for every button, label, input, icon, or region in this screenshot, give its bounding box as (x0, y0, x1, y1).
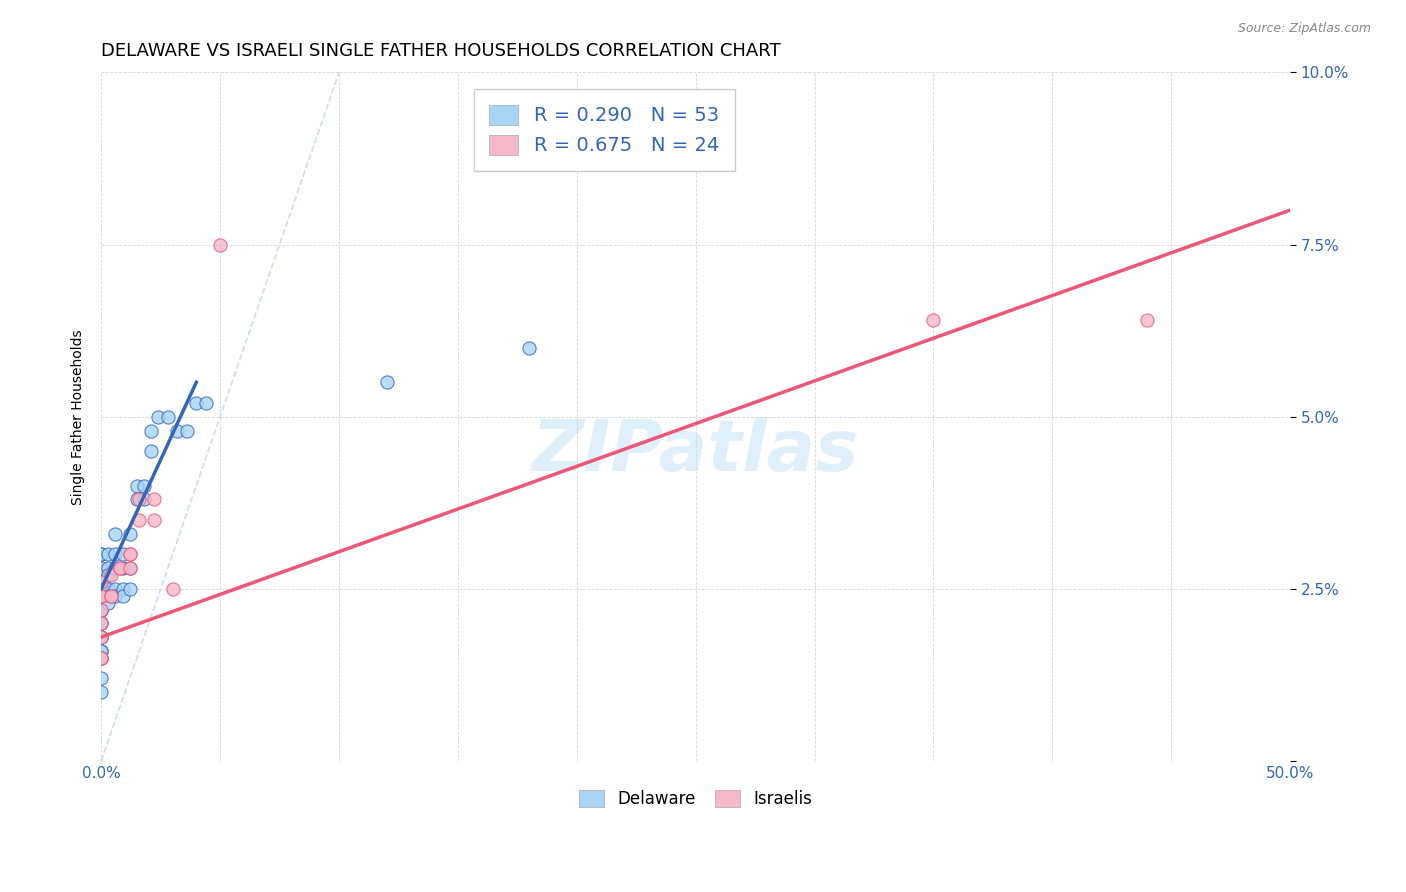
Text: Source: ZipAtlas.com: Source: ZipAtlas.com (1237, 22, 1371, 36)
Point (90, 616, 112, 631)
Point (110, 561, 132, 575)
Point (90, 589, 112, 603)
Point (90, 616, 112, 631)
Point (97, 561, 120, 575)
Point (90, 630, 112, 644)
Point (118, 582, 141, 596)
Point (139, 424, 162, 438)
Point (104, 589, 127, 603)
Point (100, 568, 122, 582)
Point (111, 589, 134, 603)
Point (90, 582, 112, 596)
Point (104, 582, 127, 596)
Text: DELAWARE VS ISRAELI SINGLE FATHER HOUSEHOLDS CORRELATION CHART: DELAWARE VS ISRAELI SINGLE FATHER HOUSEH… (101, 42, 780, 60)
Point (100, 589, 122, 603)
Point (90, 574, 112, 589)
Point (90, 650, 112, 665)
Point (209, 237, 232, 252)
Legend: Delaware, Israelis: Delaware, Israelis (572, 783, 820, 814)
Point (104, 548, 127, 562)
Point (128, 513, 150, 527)
Point (132, 478, 155, 492)
Point (90, 582, 112, 596)
Point (90, 602, 112, 616)
Point (162, 582, 184, 596)
Point (194, 396, 217, 410)
Point (90, 574, 112, 589)
Point (90, 602, 112, 616)
Point (176, 424, 198, 438)
Point (132, 492, 155, 507)
Point (90, 602, 112, 616)
Text: ZIPatlas: ZIPatlas (531, 417, 859, 485)
Point (922, 313, 945, 327)
Point (118, 548, 141, 562)
Point (90, 650, 112, 665)
Point (118, 548, 141, 562)
Point (375, 376, 398, 390)
Point (111, 561, 134, 575)
Point (125, 492, 148, 507)
Point (90, 574, 112, 589)
Y-axis label: Single Father Households: Single Father Households (72, 329, 86, 505)
Point (90, 650, 112, 665)
Point (613, 113, 636, 128)
Point (97, 582, 120, 596)
Point (100, 589, 122, 603)
Point (128, 492, 150, 507)
Point (90, 685, 112, 699)
Point (97, 568, 120, 582)
Point (110, 561, 132, 575)
Point (90, 644, 112, 658)
Point (90, 589, 112, 603)
Point (104, 526, 127, 541)
Point (118, 561, 141, 575)
Point (139, 444, 162, 458)
Point (90, 650, 112, 665)
Point (142, 513, 165, 527)
Point (111, 548, 134, 562)
Point (90, 630, 112, 644)
Point (156, 409, 179, 424)
Point (186, 396, 208, 410)
Point (166, 424, 188, 438)
Point (148, 409, 170, 424)
Point (90, 582, 112, 596)
Point (97, 548, 120, 562)
Point (90, 616, 112, 631)
Point (142, 492, 165, 507)
Point (125, 478, 148, 492)
Point (1136, 313, 1159, 327)
Point (104, 561, 127, 575)
Point (118, 561, 141, 575)
Point (97, 589, 120, 603)
Point (90, 644, 112, 658)
Point (90, 672, 112, 686)
Point (517, 341, 540, 355)
Point (90, 548, 112, 562)
Point (90, 630, 112, 644)
Point (97, 596, 120, 610)
Point (111, 582, 134, 596)
Point (90, 548, 112, 562)
Point (90, 561, 112, 575)
Point (118, 526, 141, 541)
